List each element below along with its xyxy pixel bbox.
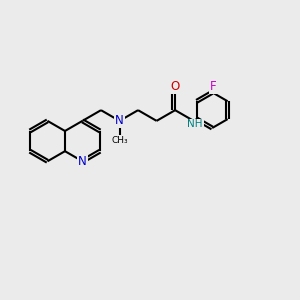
Text: O: O	[170, 80, 180, 93]
Text: F: F	[210, 80, 217, 93]
Text: NH: NH	[188, 119, 203, 129]
Text: N: N	[78, 155, 87, 168]
Text: CH₃: CH₃	[111, 136, 128, 145]
Text: N: N	[115, 114, 124, 128]
